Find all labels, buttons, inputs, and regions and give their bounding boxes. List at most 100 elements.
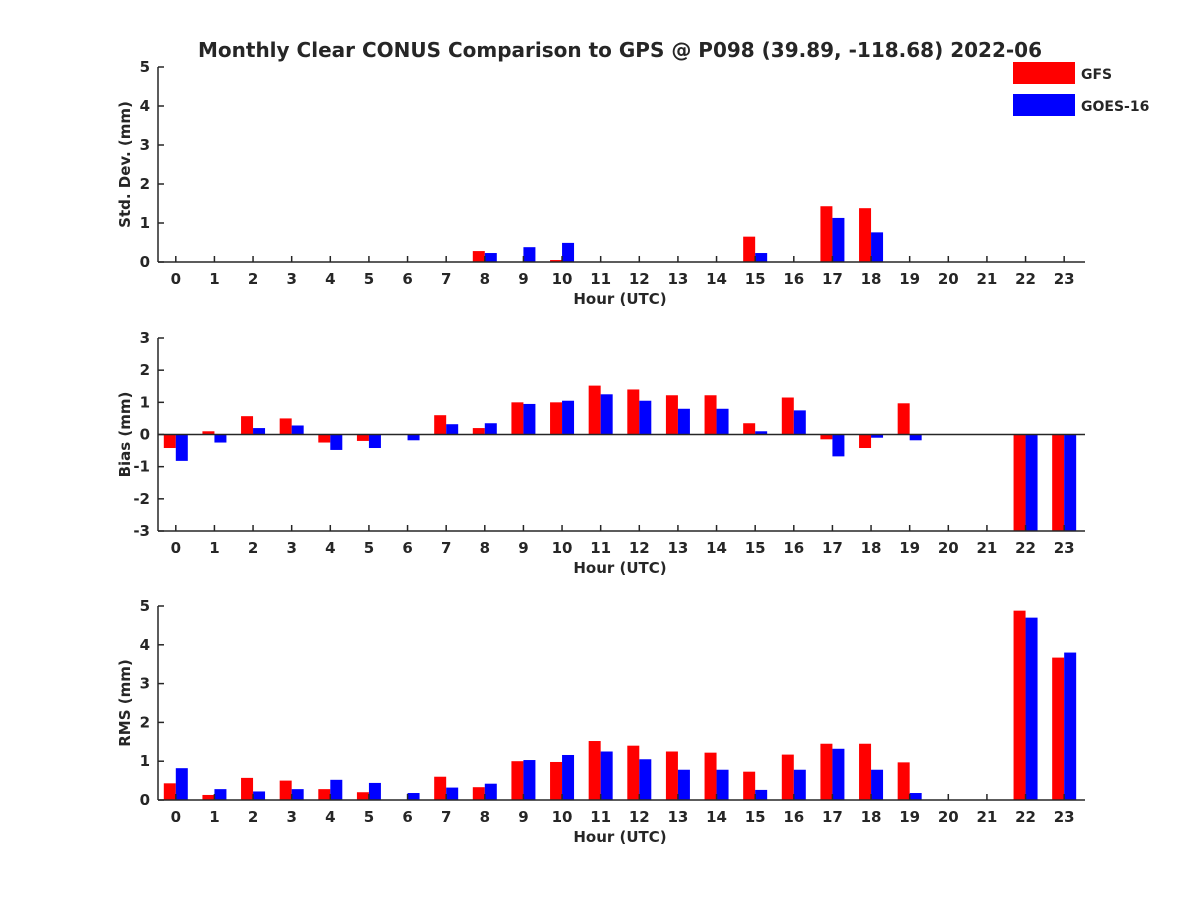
bar-gfs-hour-18 xyxy=(859,743,872,800)
legend: GFS GOES-16 xyxy=(1013,62,1149,116)
bar-gfs-hour-1 xyxy=(202,431,215,435)
bar-gfs-hour-1 xyxy=(202,794,215,800)
bar-goes-16-hour-9 xyxy=(523,403,536,435)
y-tick-label: 2 xyxy=(140,713,150,731)
bar-gfs-hour-16 xyxy=(781,754,794,800)
y-tick-label: 0 xyxy=(140,426,150,444)
bar-goes-16-hour-23 xyxy=(1064,652,1077,800)
x-tick-label: 13 xyxy=(667,808,688,826)
bar-gfs-hour-0 xyxy=(163,783,176,800)
x-tick-label: 15 xyxy=(745,539,766,557)
bar-gfs-hour-12 xyxy=(627,745,640,800)
x-tick-label: 1 xyxy=(209,270,219,288)
bar-goes-16-hour-3 xyxy=(291,425,304,435)
bar-goes-16-hour-15 xyxy=(755,789,768,800)
bar-gfs-hour-15 xyxy=(743,771,756,800)
x-tick-label: 9 xyxy=(518,539,528,557)
bar-gfs-hour-13 xyxy=(665,395,678,435)
x-tick-label: 21 xyxy=(976,270,997,288)
bar-goes-16-hour-4 xyxy=(330,779,343,800)
x-tick-label: 20 xyxy=(938,539,959,557)
bar-goes-16-hour-16 xyxy=(793,410,806,435)
x-tick-label: 2 xyxy=(248,539,258,557)
bar-goes-16-hour-10 xyxy=(562,400,575,435)
x-tick-label: 1 xyxy=(209,539,219,557)
x-tick-label: 13 xyxy=(667,539,688,557)
x-tick-label: 17 xyxy=(822,808,843,826)
figure-title: Monthly Clear CONUS Comparison to GPS @ … xyxy=(198,38,1042,62)
x-tick-label: 11 xyxy=(590,270,611,288)
bar-goes-16-hour-22 xyxy=(1025,434,1038,531)
bar-goes-16-hour-7 xyxy=(446,424,459,435)
bar-gfs-hour-10 xyxy=(550,260,563,262)
x-tick-label: 15 xyxy=(745,808,766,826)
bar-goes-16-hour-12 xyxy=(639,400,652,435)
x-tick-label: 23 xyxy=(1054,808,1075,826)
x-tick-label: 9 xyxy=(518,270,528,288)
bar-gfs-hour-8 xyxy=(472,428,485,435)
x-tick-label: 6 xyxy=(402,808,412,826)
bar-goes-16-hour-8 xyxy=(484,253,497,262)
bar-gfs-hour-23 xyxy=(1052,657,1065,800)
x-tick-label: 8 xyxy=(480,808,490,826)
bar-gfs-hour-7 xyxy=(434,776,447,800)
x-tick-label: 7 xyxy=(441,270,451,288)
bar-gfs-hour-8 xyxy=(472,787,485,800)
x-tick-label: 19 xyxy=(899,270,920,288)
bar-goes-16-hour-5 xyxy=(368,782,381,800)
x-tick-label: 15 xyxy=(745,270,766,288)
x-tick-label: 8 xyxy=(480,270,490,288)
y-tick-label: 1 xyxy=(140,752,150,770)
x-tick-label: 7 xyxy=(441,808,451,826)
bar-goes-16-hour-14 xyxy=(716,769,729,800)
x-tick-label: 5 xyxy=(364,539,374,557)
x-tick-label: 3 xyxy=(286,270,296,288)
bar-gfs-hour-7 xyxy=(434,415,447,435)
y-tick-label: 5 xyxy=(140,58,150,76)
bar-gfs-hour-13 xyxy=(665,751,678,800)
bar-goes-16-hour-13 xyxy=(677,769,690,800)
bar-goes-16-hour-0 xyxy=(175,768,188,800)
bar-gfs-hour-15 xyxy=(743,236,756,262)
x-tick-label: 14 xyxy=(706,808,727,826)
x-tick-label: 14 xyxy=(706,270,727,288)
bar-goes-16-hour-9 xyxy=(523,247,536,262)
x-tick-label: 4 xyxy=(325,808,335,826)
x-axis-label: Hour (UTC) xyxy=(573,290,666,308)
y-axis-label: Std. Dev. (mm) xyxy=(116,101,134,228)
bar-gfs-hour-2 xyxy=(241,416,254,435)
bar-goes-16-hour-10 xyxy=(562,754,575,800)
y-tick-label: 1 xyxy=(140,393,150,411)
bar-goes-16-hour-12 xyxy=(639,759,652,800)
x-tick-label: 4 xyxy=(325,270,335,288)
bar-goes-16-hour-23 xyxy=(1064,434,1077,531)
bar-gfs-hour-4 xyxy=(318,434,331,443)
bar-gfs-hour-19 xyxy=(897,762,910,800)
bar-goes-16-hour-17 xyxy=(832,434,845,457)
bar-goes-16-hour-19 xyxy=(909,793,922,800)
bar-gfs-hour-10 xyxy=(550,761,563,800)
bar-goes-16-hour-4 xyxy=(330,434,343,450)
x-tick-label: 1 xyxy=(209,808,219,826)
y-tick-label: 4 xyxy=(140,97,150,115)
bar-gfs-hour-14 xyxy=(704,752,717,800)
x-tick-label: 16 xyxy=(783,808,804,826)
x-tick-label: 18 xyxy=(861,539,882,557)
y-tick-label: 2 xyxy=(140,361,150,379)
bar-goes-16-hour-17 xyxy=(832,748,845,800)
bar-goes-16-hour-6 xyxy=(407,434,420,441)
bar-goes-16-hour-8 xyxy=(484,423,497,435)
y-tick-label: -1 xyxy=(133,458,150,476)
y-tick-label: 5 xyxy=(140,597,150,615)
x-tick-label: 11 xyxy=(590,808,611,826)
legend-label-gfs: GFS xyxy=(1081,67,1112,83)
x-tick-label: 10 xyxy=(552,808,573,826)
x-tick-label: 16 xyxy=(783,539,804,557)
x-tick-label: 10 xyxy=(552,270,573,288)
x-tick-label: 12 xyxy=(629,539,650,557)
bar-goes-16-hour-18 xyxy=(871,434,884,438)
x-tick-label: 20 xyxy=(938,270,959,288)
bar-gfs-hour-18 xyxy=(859,208,872,262)
x-tick-label: 16 xyxy=(783,270,804,288)
